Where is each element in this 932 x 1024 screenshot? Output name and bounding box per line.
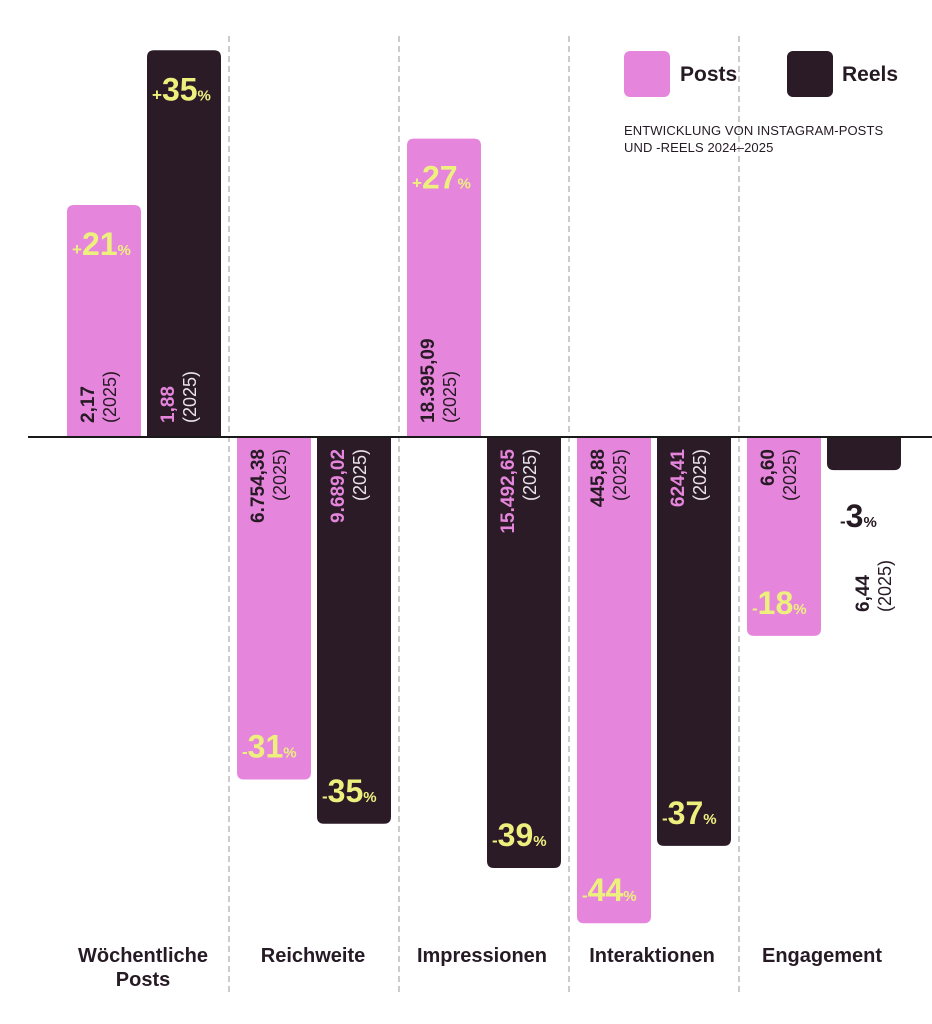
category-label-3: Interaktionen: [589, 945, 715, 967]
chart-subtitle-line-1: ENTWICKLUNG VON INSTAGRAM-POSTS: [624, 123, 884, 138]
legend-swatch-reels: [787, 51, 833, 97]
value-label-posts-1: 6.754,38 (2025): [248, 449, 290, 523]
year-text-posts-0: (2025): [100, 371, 120, 423]
change-label-reels-1: -35%: [322, 773, 377, 809]
category-label-4: Engagement: [762, 945, 882, 967]
value-text-reels-3: 624,41: [668, 449, 689, 508]
category-labels-group: Wöchentliche Posts Reichweite Impressionen I…: [78, 945, 882, 991]
year-text-posts-2: (2025): [440, 371, 460, 423]
value-label-reels-4: 6,44 (2025): [853, 560, 895, 612]
change-label-posts-1: -31%: [242, 729, 297, 765]
year-text-posts-4: (2025): [780, 449, 800, 501]
value-text-posts-2: 18.395,09: [418, 338, 439, 423]
value-text-reels-4: 6,44: [853, 575, 874, 612]
chart-subtitle-line-2: UND -REELS 2024–2025: [624, 140, 774, 155]
value-label-posts-4: 6,60 (2025): [758, 449, 800, 501]
year-text-posts-1: (2025): [270, 449, 290, 501]
change-label-posts-3: -44%: [582, 872, 637, 908]
change-label-posts-4: -18%: [752, 585, 807, 621]
year-text-reels-1: (2025): [350, 449, 370, 501]
year-text-reels-2: (2025): [520, 449, 540, 501]
value-text-reels-1: 9.689,02: [328, 449, 349, 523]
bars-group: [67, 50, 901, 924]
chart-subtitle: ENTWICKLUNG VON INSTAGRAM-POSTS UND -REE…: [624, 122, 924, 156]
year-text-reels-0: (2025): [180, 371, 200, 423]
bar-reels-2: [487, 437, 561, 868]
value-text-reels-0: 1,88: [158, 386, 179, 423]
bar-reels-0: [147, 50, 221, 437]
legend-label-reels: Reels: [842, 63, 899, 86]
bar-labels-group: +21%2,17 (2025)-31%6.754,38 (2025)+27%18.3…: [72, 71, 895, 908]
change-label-posts-0: +21%: [72, 226, 131, 262]
value-label-reels-1: 9.689,02 (2025): [328, 449, 370, 523]
year-text-posts-3: (2025): [610, 449, 630, 501]
year-text-reels-3: (2025): [690, 449, 710, 501]
category-label-1: Reichweite: [261, 945, 365, 967]
value-text-posts-3: 445,88: [588, 449, 609, 507]
value-text-posts-1: 6.754,38: [248, 449, 269, 523]
change-label-reels-0: +35%: [152, 71, 211, 107]
bar-posts-3: [577, 437, 651, 924]
value-text-reels-2: 15.492,65: [498, 449, 519, 534]
legend-label-posts: Posts: [680, 63, 738, 86]
value-label-posts-0: 2,17 (2025): [78, 371, 120, 423]
legend-swatch-posts: [624, 51, 670, 97]
bar-posts-0: [67, 204, 141, 437]
bar-reels-1: [317, 437, 391, 824]
bar-posts-1: [237, 437, 311, 780]
value-label-reels-2: 15.492,65 (2025): [498, 449, 540, 534]
value-label-reels-0: 1,88 (2025): [158, 371, 200, 423]
bar-reels-3: [657, 437, 731, 846]
category-label-0: Wöchentliche Posts: [78, 945, 208, 991]
change-label-reels-4: -3%: [840, 498, 877, 534]
bar-reels-4: [827, 437, 901, 471]
value-text-posts-0: 2,17: [78, 386, 99, 423]
change-label-reels-2: -39%: [492, 817, 547, 853]
change-label-posts-2: +27%: [412, 160, 471, 196]
value-label-reels-3: 624,41 (2025): [668, 449, 710, 508]
value-label-posts-2: 18.395,09 (2025): [418, 338, 460, 423]
bar-posts-4: [747, 437, 821, 636]
change-label-reels-3: -37%: [662, 795, 717, 831]
value-label-posts-3: 445,88 (2025): [588, 449, 630, 507]
bar-posts-2: [407, 138, 481, 437]
value-text-posts-4: 6,60: [758, 449, 779, 486]
year-text-reels-4: (2025): [875, 560, 895, 612]
category-label-2: Impressionen: [417, 945, 547, 967]
